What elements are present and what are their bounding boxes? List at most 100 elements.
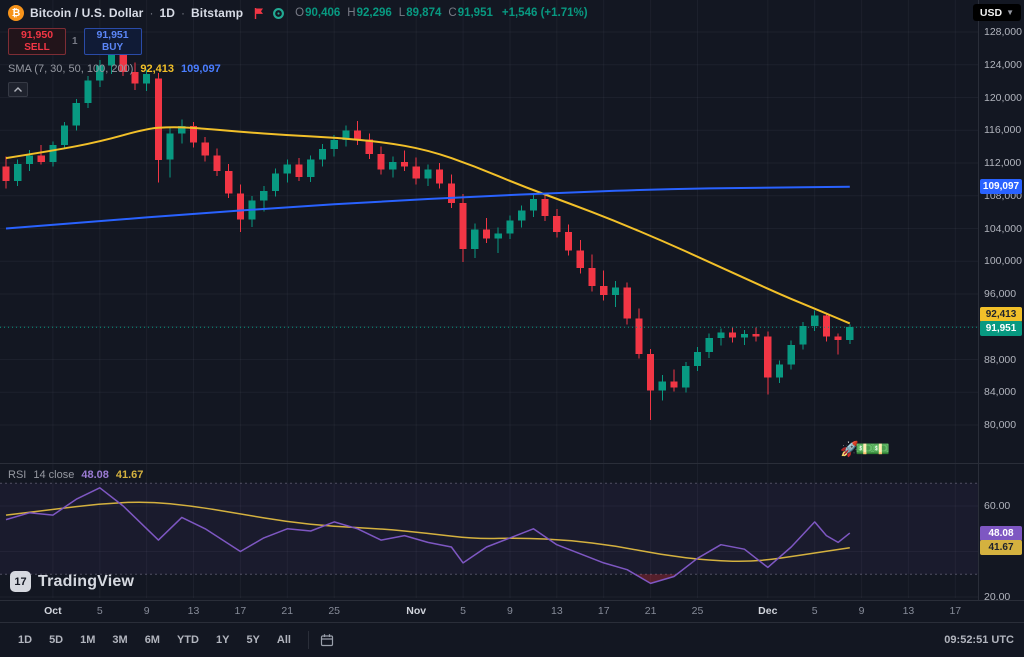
low-value: 89,874: [406, 7, 442, 19]
price-axis-label: 128,000: [984, 26, 1022, 38]
sell-label: SELL: [24, 41, 50, 53]
price-badge: 92,413: [980, 306, 1022, 322]
rsi-pane: [0, 482, 978, 585]
price-axis-label: 96,000: [984, 288, 1017, 300]
sma-value-yellow: 92,413: [140, 63, 175, 75]
rsi-badge: 48.08: [980, 525, 1022, 541]
symbol-title[interactable]: Bitcoin / U.S. Dollar: [30, 6, 144, 20]
separator-dot: ·: [181, 6, 185, 20]
price-axis-label: 104,000: [984, 222, 1022, 235]
clock-utc[interactable]: 09:52:51 UTC: [944, 634, 1014, 646]
close-label: C: [448, 7, 457, 19]
time-axis-label: 17: [597, 605, 610, 617]
range-button-all[interactable]: All: [276, 634, 291, 646]
sell-button[interactable]: 91,950 SELL: [8, 28, 66, 55]
sma-indicator-legend[interactable]: SMA (7, 30, 50, 100, 200) 92,413 109,097: [8, 63, 221, 75]
close-value: 91,951: [457, 7, 493, 19]
legend-collapse-button[interactable]: [8, 82, 28, 97]
bitcoin-icon: ₿: [8, 5, 24, 21]
sma-lines: [5, 126, 851, 325]
chart-canvas[interactable]: [0, 0, 978, 600]
low-label: L: [398, 7, 406, 19]
price-axis-label: 120,000: [984, 91, 1022, 104]
range-button-6m[interactable]: 6M: [144, 634, 160, 646]
range-button-1d[interactable]: 1D: [18, 634, 33, 646]
rsi-value: 48.08: [81, 469, 109, 481]
status-circle-icon[interactable]: [272, 7, 285, 20]
rsi-indicator-legend[interactable]: RSI 14 close 48.08 41.67: [8, 469, 143, 481]
interval-label[interactable]: 1D: [159, 6, 175, 20]
range-button-1y[interactable]: 1Y: [215, 634, 230, 646]
calendar-icon: [320, 634, 334, 647]
price-axis-label: 116,000: [984, 124, 1022, 137]
chevron-up-icon: [14, 87, 22, 92]
open-label: O: [295, 7, 305, 19]
buy-label: BUY: [102, 41, 124, 53]
separator-dot: ·: [149, 6, 154, 20]
time-axis-label: 9: [858, 605, 865, 617]
price-axis[interactable]: 128,000 124,000 120,000 116,000 112,000 108,0…: [978, 0, 1024, 603]
tradingview-wordmark: TradingView: [38, 572, 135, 590]
price-badge: 91,951: [980, 320, 1022, 336]
time-axis-label: 9: [507, 605, 513, 617]
time-axis-label: 25: [691, 605, 704, 617]
time-axis-label: 9: [143, 605, 150, 617]
rsi-badge: 41.67: [980, 540, 1022, 556]
time-axis-label: 25: [328, 605, 340, 617]
pane-separator[interactable]: [0, 463, 1024, 464]
rsi-ma-value: 41.67: [115, 469, 144, 481]
exchange-label: Bitstamp: [191, 6, 244, 20]
price-axis-label: 112,000: [984, 157, 1022, 169]
candlestick-series: [2, 45, 854, 421]
change-value: +1,546 (+1.71%): [501, 7, 588, 19]
price-axis-label: 124,000: [984, 58, 1022, 71]
high-label: H: [347, 7, 356, 19]
time-axis-label: 13: [187, 605, 200, 617]
time-axis-label: 5: [96, 605, 103, 617]
range-buttons: 1D 5D 1M 3M 6M YTD 1Y 5Y All: [10, 631, 299, 649]
time-axis-label: 13: [902, 605, 915, 617]
tradingview-logo-icon: 17: [10, 571, 31, 592]
time-axis-label: Nov: [406, 605, 427, 617]
bottom-toolbar: 1D 5D 1M 3M 6M YTD 1Y 5Y All 09:52:51 UTC: [0, 622, 1024, 657]
range-button-1m[interactable]: 1M: [80, 634, 96, 646]
time-axis-label: Oct: [44, 605, 62, 617]
chart-area: ₿ Bitcoin / U.S. Dollar · 1D · Bitstamp …: [0, 0, 978, 600]
open-value: 90,406: [305, 7, 341, 19]
symbol-legend[interactable]: ₿ Bitcoin / U.S. Dollar · 1D · Bitstamp …: [8, 5, 588, 21]
buy-price: 91,951: [96, 29, 129, 42]
time-axis-label: 13: [550, 605, 563, 617]
sell-price: 91,950: [20, 29, 54, 42]
tradingview-watermark[interactable]: 17 TradingView: [10, 571, 134, 592]
rsi-label: RSI: [8, 469, 27, 481]
flag-icon[interactable]: [253, 7, 265, 20]
trade-buttons: 91,950 SELL 1 91,951 BUY: [8, 28, 142, 55]
range-button-3m[interactable]: 3M: [112, 634, 128, 646]
time-axis-label: 17: [949, 605, 962, 617]
price-axis-label: 84,000: [984, 386, 1017, 399]
price-badge: 109,097: [980, 179, 1022, 195]
time-axis-label: 5: [460, 605, 466, 617]
chevron-down-icon: ▼: [1006, 8, 1014, 17]
time-axis-label: 5: [811, 605, 818, 617]
range-button-5d[interactable]: 5D: [49, 634, 64, 646]
ohlc-values: O 90,406 H 92,296 L 89,874 C 91,951 +1,546 (…: [295, 7, 587, 19]
range-button-5y[interactable]: 5Y: [246, 634, 260, 646]
time-axis-label: 21: [644, 605, 657, 617]
time-axis[interactable]: Oct 5 9 13 17 21 25 Nov 5 9 13 17 21 25 Dec 5 9 13 17: [0, 600, 1024, 622]
currency-label: USD: [979, 6, 1003, 19]
spread-value: 1: [72, 36, 78, 47]
time-axis-label: 17: [234, 605, 247, 617]
currency-dropdown[interactable]: USD ▼: [972, 4, 1021, 21]
rsi-axis-label: 20.00: [984, 591, 1011, 603]
buy-button[interactable]: 91,951 BUY: [83, 28, 142, 55]
rsi-params: 14 close: [33, 469, 75, 481]
emoji-stickers[interactable]: 🚀💵💵: [840, 441, 890, 458]
sma-value-blue: 109,097: [181, 63, 221, 75]
sma-label: SMA (7, 30, 50, 100, 200): [8, 63, 134, 75]
time-axis-label: 21: [281, 605, 294, 617]
range-button-ytd[interactable]: YTD: [176, 634, 199, 646]
rsi-axis-label: 60.00: [984, 500, 1011, 512]
go-to-date-button[interactable]: [318, 631, 336, 649]
